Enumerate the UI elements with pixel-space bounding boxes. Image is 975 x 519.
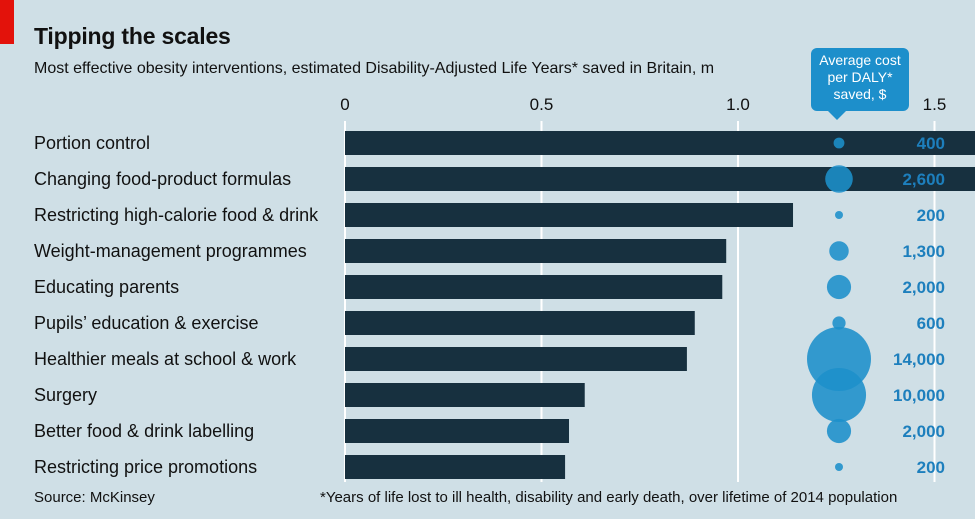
x-tick-label: 1.5 [923, 95, 947, 114]
bar [345, 383, 585, 407]
bar [345, 311, 695, 335]
bar [345, 275, 723, 299]
bar [345, 203, 794, 227]
category-label: Better food & drink labelling [34, 421, 254, 441]
category-label: Surgery [34, 385, 97, 405]
source-note: Source: McKinsey [34, 489, 155, 506]
cost-legend-callout: Average cost per DALY* saved, $ [811, 48, 909, 111]
cost-label: 14,000 [893, 350, 945, 369]
bar [345, 239, 727, 263]
brand-red-tag [0, 0, 14, 44]
cost-label: 400 [917, 134, 945, 153]
bar [345, 131, 975, 155]
cost-label: 1,300 [902, 242, 945, 261]
cost-bubble [826, 274, 852, 300]
cost-bubble [832, 316, 846, 330]
x-tick-label: 0 [340, 95, 349, 114]
cost-label: 600 [917, 314, 945, 333]
category-label: Changing food-product formulas [34, 169, 291, 189]
cost-label: 2,000 [902, 278, 945, 297]
cost-label: 10,000 [893, 386, 945, 405]
cost-bubble [826, 418, 852, 444]
cost-label: 2,000 [902, 422, 945, 441]
cost-bubble [825, 165, 853, 193]
cost-label: 2,600 [902, 170, 945, 189]
cost-bubble [829, 241, 849, 261]
cost-legend-line-1: Average cost [819, 52, 901, 68]
category-label: Educating parents [34, 277, 179, 297]
cost-bubble [835, 211, 843, 219]
cost-legend-line-3: saved, $ [833, 86, 887, 102]
cost-label: 200 [917, 206, 945, 225]
category-label: Weight-management programmes [34, 241, 307, 261]
bar [345, 455, 566, 479]
bar [345, 347, 687, 371]
category-label: Restricting price promotions [34, 457, 257, 477]
cost-bubble [811, 367, 867, 423]
cost-legend-line-2: per DALY* [827, 69, 893, 85]
bar [345, 419, 570, 443]
cost-bubble [833, 137, 845, 149]
footnote: *Years of life lost to ill health, disab… [320, 489, 898, 506]
bar [345, 167, 975, 191]
chart-subtitle: Most effective obesity interventions, es… [34, 60, 715, 77]
x-tick-label: 1.0 [726, 95, 750, 114]
cost-bubble [835, 463, 843, 471]
category-label: Portion control [34, 133, 150, 153]
chart-title: Tipping the scales [34, 23, 231, 49]
category-label: Restricting high-calorie food & drink [34, 205, 319, 225]
category-label: Healthier meals at school & work [34, 349, 297, 369]
cost-legend-pointer [828, 111, 846, 120]
x-tick-label: 0.5 [530, 95, 554, 114]
cost-label: 200 [917, 458, 945, 477]
category-label: Pupils’ education & exercise [34, 313, 258, 333]
